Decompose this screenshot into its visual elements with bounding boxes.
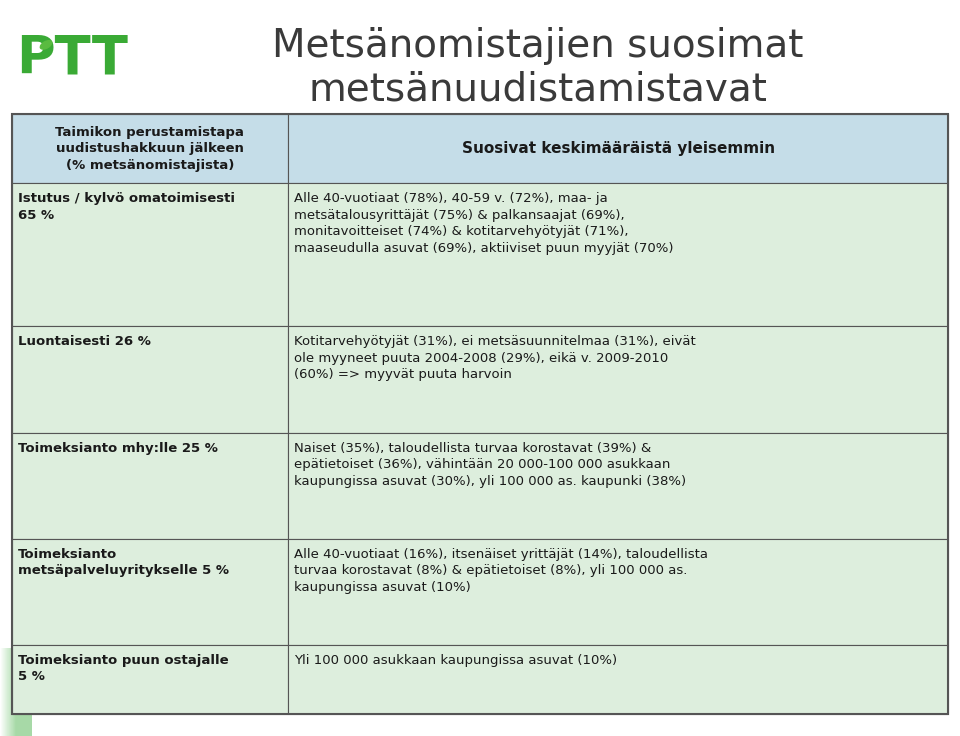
Bar [12, 433, 288, 539]
Bar [3, 0, 19, 736]
Text: Yli 100 000 asukkaan kaupungissa asuvat (10%): Yli 100 000 asukkaan kaupungissa asuvat … [294, 654, 617, 667]
Bar [13, 0, 30, 736]
Bar [2, 0, 18, 736]
Text: Metsänomistajien suosimat: Metsänomistajien suosimat [272, 26, 804, 65]
Bar [288, 645, 948, 714]
Bar [11, 0, 27, 736]
Bar [1, 0, 17, 736]
Bar [7, 0, 23, 736]
Bar [288, 326, 948, 433]
Bar [288, 114, 948, 183]
Bar [12, 0, 29, 736]
Bar [12, 326, 288, 433]
Bar [0, 0, 16, 736]
Text: PTT: PTT [16, 33, 128, 85]
Bar [9, 0, 25, 736]
Bar [6, 0, 22, 736]
Text: Suosivat keskimääräistä yleisemmin: Suosivat keskimääräistä yleisemmin [462, 141, 775, 156]
Bar [3, 0, 19, 736]
Bar [12, 114, 948, 714]
Bar [12, 539, 288, 645]
Text: Alle 40-vuotiaat (16%), itsenäiset yrittäjät (14%), taloudellista
turvaa korosta: Alle 40-vuotiaat (16%), itsenäiset yritt… [294, 548, 708, 594]
Bar [2, 0, 18, 736]
Text: Toimeksianto mhy:lle 25 %: Toimeksianto mhy:lle 25 % [17, 442, 217, 455]
Bar [12, 0, 28, 736]
Bar [13, 0, 30, 736]
Text: Luontaisesti 26 %: Luontaisesti 26 % [17, 336, 151, 348]
Bar [12, 0, 27, 736]
Bar [15, 0, 32, 736]
Bar [2, 0, 17, 736]
Bar [13, 0, 30, 736]
Text: Istutus / kylvö omatoimisesti
65 %: Istutus / kylvö omatoimisesti 65 % [17, 192, 234, 222]
Bar [5, 0, 21, 736]
Bar [288, 183, 948, 326]
Bar [3, 0, 18, 736]
Ellipse shape [39, 40, 53, 50]
Bar [5, 0, 20, 736]
Bar [12, 0, 28, 736]
Bar [14, 0, 30, 736]
Bar [10, 0, 25, 736]
Text: Naiset (35%), taloudellista turvaa korostavat (39%) &
epätietoiset (36%), vähint: Naiset (35%), taloudellista turvaa koros… [294, 442, 686, 487]
Bar [6, 0, 21, 736]
Bar [1, 0, 17, 736]
Bar [12, 183, 288, 326]
Bar [11, 0, 26, 736]
Bar [13, 0, 29, 736]
Bar [288, 433, 948, 539]
Bar [15, 0, 32, 736]
Bar [6, 0, 22, 736]
Bar [10, 0, 26, 736]
Bar [4, 0, 20, 736]
Bar [269, 0, 960, 132]
Bar [12, 114, 288, 183]
Bar [11, 0, 26, 736]
Bar [288, 539, 948, 645]
Bar [15, 0, 31, 736]
Bar [12, 0, 28, 736]
Bar [7, 0, 23, 736]
Bar [9, 0, 25, 736]
Bar [8, 0, 24, 736]
Bar [0, 0, 528, 648]
Bar [12, 645, 288, 714]
Text: Toimeksianto
metsäpalveluyritykselle 5 %: Toimeksianto metsäpalveluyritykselle 5 % [17, 548, 228, 577]
Bar [12, 0, 28, 736]
Bar [8, 0, 23, 736]
Text: Taimikon perustamistapa
uudistushakkuun jälkeen
(% metsänomistajista): Taimikon perustamistapa uudistushakkuun … [56, 126, 244, 171]
Bar [9, 0, 25, 736]
Bar [4, 0, 20, 736]
Bar [9, 0, 24, 736]
Bar [10, 0, 26, 736]
Bar [12, 0, 29, 736]
Bar [0, 0, 16, 736]
Bar [1, 0, 16, 736]
Text: Kotitarvehyötyjät (31%), ei metsäsuunnitelmaa (31%), eivät
ole myyneet puuta 200: Kotitarvehyötyjät (31%), ei metsäsuunnit… [294, 336, 696, 381]
Text: Toimeksianto puun ostajalle
5 %: Toimeksianto puun ostajalle 5 % [17, 654, 228, 684]
Bar [15, 0, 31, 736]
Bar [1, 0, 17, 736]
Bar [7, 0, 22, 736]
Bar [4, 0, 20, 736]
Bar [6, 0, 22, 736]
Bar [8, 0, 23, 736]
Bar [8, 0, 24, 736]
Bar [2, 0, 18, 736]
Text: Alle 40-vuotiaat (78%), 40-59 v. (72%), maa- ja
metsätalousyrittäjät (75%) & pal: Alle 40-vuotiaat (78%), 40-59 v. (72%), … [294, 192, 673, 255]
Bar [11, 0, 27, 736]
Bar [14, 0, 31, 736]
Bar [5, 0, 21, 736]
Text: metsänuudistamistavat: metsänuudistamistavat [308, 71, 767, 109]
Bar [4, 0, 19, 736]
Bar [14, 0, 31, 736]
